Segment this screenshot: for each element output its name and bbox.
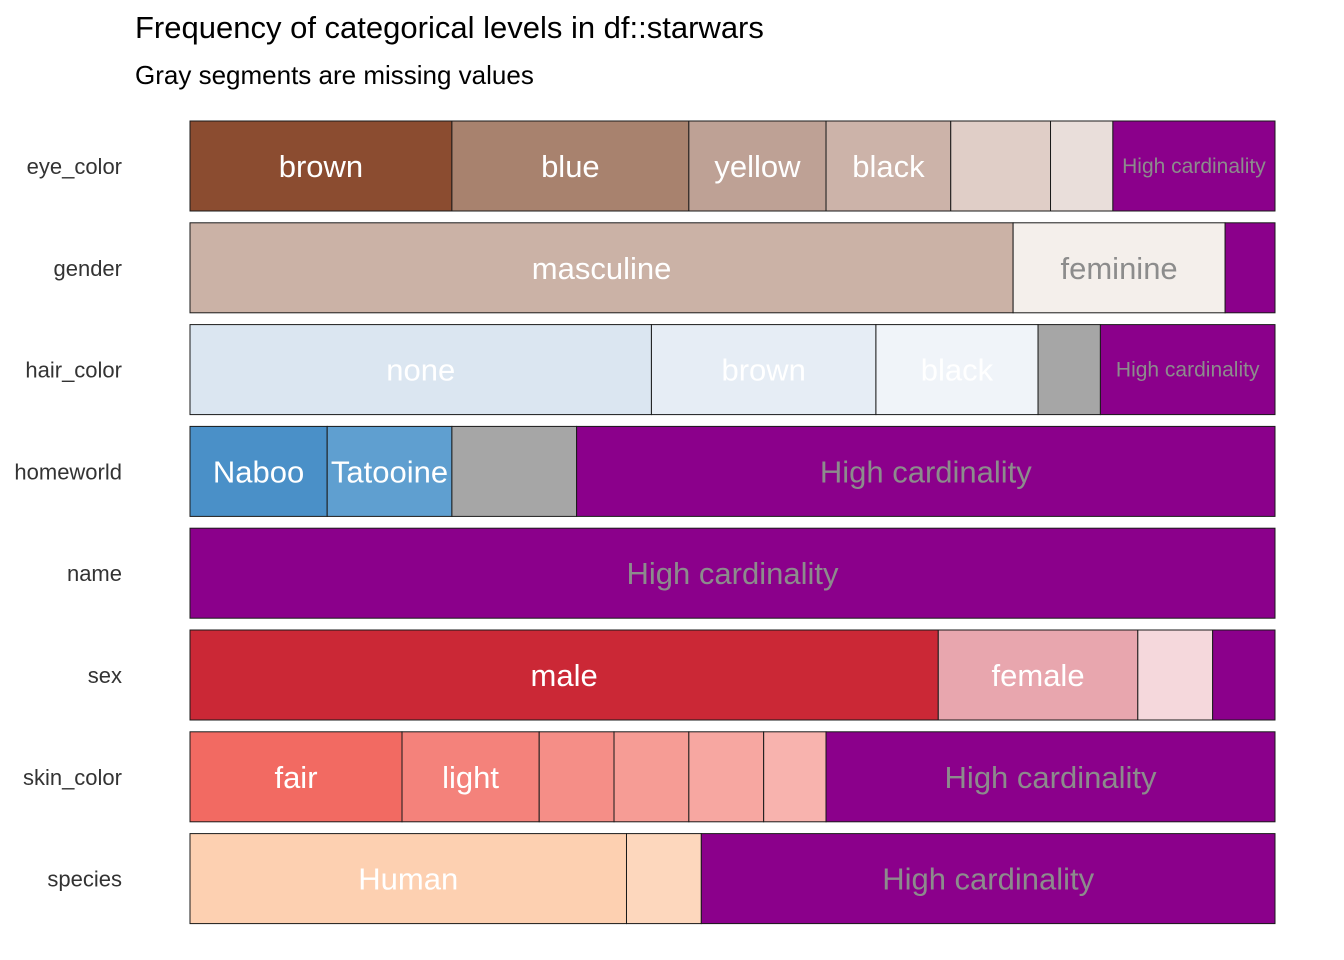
segment-label: Naboo — [213, 454, 304, 489]
bar-segment — [189, 120, 453, 212]
segment-label: none — [386, 353, 455, 388]
segment-label: blue — [541, 149, 600, 184]
segment-label: High cardinality — [1116, 359, 1260, 382]
row-label: hair_color — [25, 358, 122, 383]
row-label: homeworld — [14, 459, 122, 484]
row-label: skin_color — [23, 765, 122, 790]
bar-segment — [650, 324, 877, 416]
bar-segment — [950, 120, 1052, 212]
segment-label: male — [531, 658, 598, 693]
bar-segment — [825, 120, 952, 212]
bar-segment — [613, 731, 690, 823]
bar-row-name: name High cardinality — [67, 527, 1276, 619]
segment-label: High cardinality — [882, 862, 1094, 897]
segment-label: light — [442, 760, 499, 795]
bar-segment — [1212, 629, 1276, 721]
segment-label: High cardinality — [627, 556, 839, 591]
bar-segment — [937, 629, 1139, 721]
bar-segment — [688, 120, 827, 212]
bar-segment — [1050, 120, 1114, 212]
row-label: gender — [53, 256, 122, 281]
segment-label: brown — [721, 353, 805, 388]
bar-row-eye-color: eye_color brown blue yellow black High cardin… — [27, 120, 1276, 212]
bar-row-hair-color: hair_color none brown black High cardinality — [25, 324, 1276, 416]
bar-row-gender: gender masculine feminine — [53, 222, 1276, 314]
bar-segment — [825, 731, 1276, 823]
bar-row-skin-color: skin_color fair light High cardinality — [23, 731, 1276, 823]
segment-label: High cardinality — [945, 760, 1157, 795]
bar-segment — [763, 731, 827, 823]
bar-segment — [189, 222, 1014, 314]
bar-row-sex: sex male female — [88, 629, 1276, 721]
segment-label: Human — [358, 862, 458, 897]
segment-label: brown — [279, 149, 363, 184]
segment-label: yellow — [714, 149, 801, 184]
bar-segment — [1137, 629, 1214, 721]
bar-segment — [875, 324, 1039, 416]
segment-label: black — [852, 149, 925, 184]
bar-segment — [1112, 120, 1276, 212]
bar-segment — [625, 833, 702, 925]
segment-label: High cardinality — [820, 454, 1032, 489]
segment-label: feminine — [1061, 251, 1178, 286]
row-label: species — [47, 867, 122, 892]
bar-segment — [1037, 324, 1101, 416]
row-label: eye_color — [27, 154, 122, 179]
bar-segment — [189, 731, 403, 823]
segment-label: black — [921, 353, 994, 388]
bar-segment — [688, 731, 765, 823]
segment-label: female — [992, 658, 1085, 693]
row-label: sex — [88, 663, 122, 688]
chart-title: Frequency of categorical levels in df::s… — [135, 10, 764, 45]
segment-label: High cardinality — [1122, 155, 1266, 178]
bar-segment — [700, 833, 1276, 925]
bar-segment — [189, 527, 1276, 619]
bar-segment — [576, 425, 1276, 517]
bar-segment — [326, 425, 453, 517]
bar-segment — [189, 833, 627, 925]
bar-segment — [538, 731, 615, 823]
row-label: name — [67, 561, 122, 586]
chart-subtitle: Gray segments are missing values — [135, 60, 534, 90]
bar-segment — [1099, 324, 1276, 416]
bar-row-species: species Human High cardinality — [47, 833, 1276, 925]
segment-label: masculine — [532, 251, 672, 286]
bar-segment — [1224, 222, 1276, 314]
segment-label: Tatooine — [331, 454, 448, 489]
bar-segment — [1012, 222, 1226, 314]
bar-row-homeworld: homeworld Naboo Tatooine High cardinality — [14, 425, 1276, 517]
bar-segment — [189, 324, 652, 416]
bar-segment — [189, 425, 328, 517]
segment-label: fair — [274, 760, 317, 795]
bar-segment — [451, 425, 578, 517]
